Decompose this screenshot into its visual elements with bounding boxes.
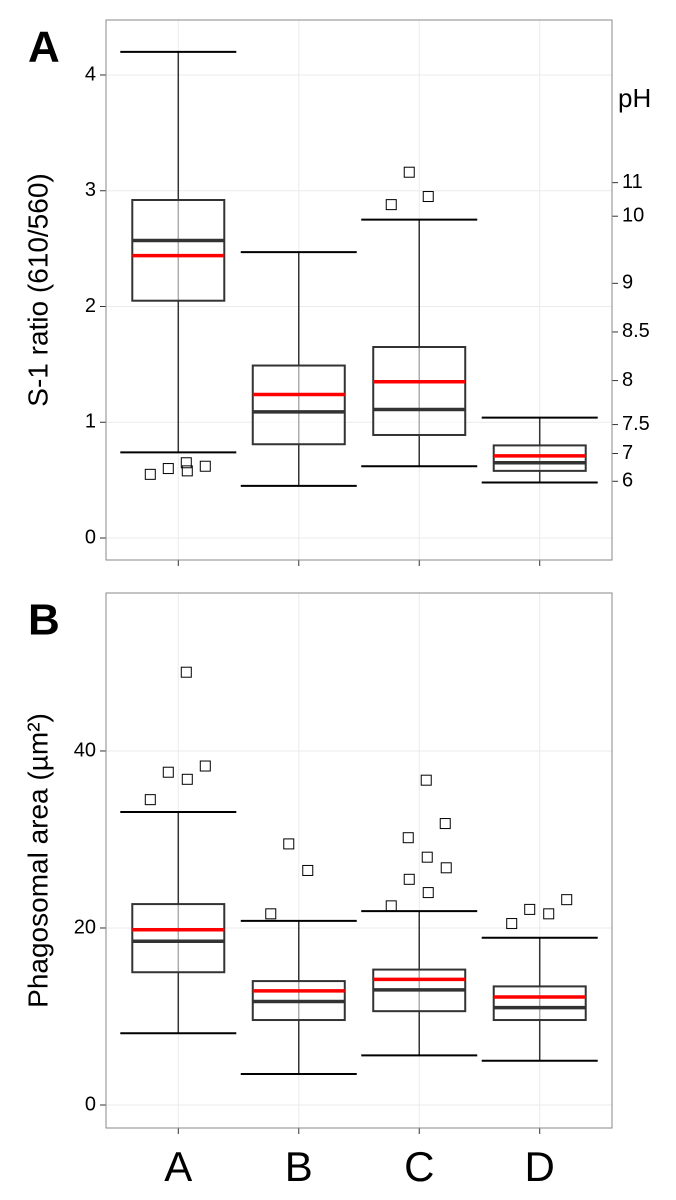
outlier-point	[199, 460, 211, 472]
outlier-point	[265, 908, 277, 920]
box	[492, 444, 587, 472]
y-tick-label: 20	[74, 916, 96, 938]
outlier-point	[561, 894, 573, 906]
panel-label: B	[28, 596, 60, 645]
outlier-point	[422, 887, 434, 899]
x-tick-label: B	[285, 1143, 313, 1190]
y-tick-label: 40	[74, 739, 96, 761]
outlier-point	[180, 457, 192, 469]
outlier-point	[385, 199, 397, 211]
y2-tick-label: 6	[622, 470, 633, 492]
outlier-point	[181, 773, 193, 785]
outlier-point	[181, 465, 193, 477]
y-axis-title: S-1 ratio (610/560)	[22, 173, 53, 406]
outlier-point	[403, 166, 415, 178]
y2-tick-label: 10	[622, 204, 644, 226]
outlier-point	[283, 838, 295, 850]
outlier-point	[199, 760, 211, 772]
x-tick-label: D	[525, 1143, 555, 1190]
y-tick-label: 2	[85, 295, 96, 317]
outlier-point	[302, 864, 314, 876]
panel-background	[106, 593, 612, 1128]
y-axis-title: Phagosomal area (µm²)	[22, 713, 53, 1008]
outlier-point	[421, 851, 433, 863]
box	[372, 346, 467, 436]
outlier-point	[524, 903, 536, 915]
x-tick-label: A	[164, 1143, 192, 1190]
panel-label: A	[28, 23, 60, 72]
outlier-point	[162, 463, 174, 475]
panel-border	[105, 19, 613, 561]
outlier-point	[439, 818, 451, 830]
y-tick-label: 1	[85, 411, 96, 433]
y2-tick-label: 8	[622, 369, 633, 391]
outlier-point	[422, 191, 434, 203]
y2-axis-title: pH	[618, 83, 651, 113]
box	[131, 199, 226, 302]
outlier-point	[506, 918, 518, 930]
outlier-point	[180, 666, 192, 678]
y2-tick-label: 8.5	[622, 320, 650, 342]
outlier-point	[402, 832, 414, 844]
x-tick-label: C	[404, 1143, 434, 1190]
y2-tick-label: 7	[622, 442, 633, 464]
y2-tick-label: 11	[622, 171, 643, 193]
y-tick-label: 0	[85, 526, 96, 548]
panel-border	[105, 592, 613, 1129]
outlier-point	[420, 774, 432, 786]
y-tick-label: 3	[85, 179, 96, 201]
box	[251, 364, 346, 446]
outlier-point	[144, 468, 156, 480]
outlier-point	[403, 873, 415, 885]
outlier-point	[144, 794, 156, 806]
outlier-point	[162, 766, 174, 778]
y-tick-label: 0	[85, 1093, 96, 1115]
y-tick-label: 4	[85, 63, 96, 85]
outlier-point	[543, 908, 555, 920]
y2-tick-label: 7.5	[622, 413, 650, 435]
box	[131, 903, 226, 974]
box	[492, 985, 587, 1022]
outlier-point	[440, 862, 452, 874]
y2-tick-label: 9	[622, 272, 633, 294]
